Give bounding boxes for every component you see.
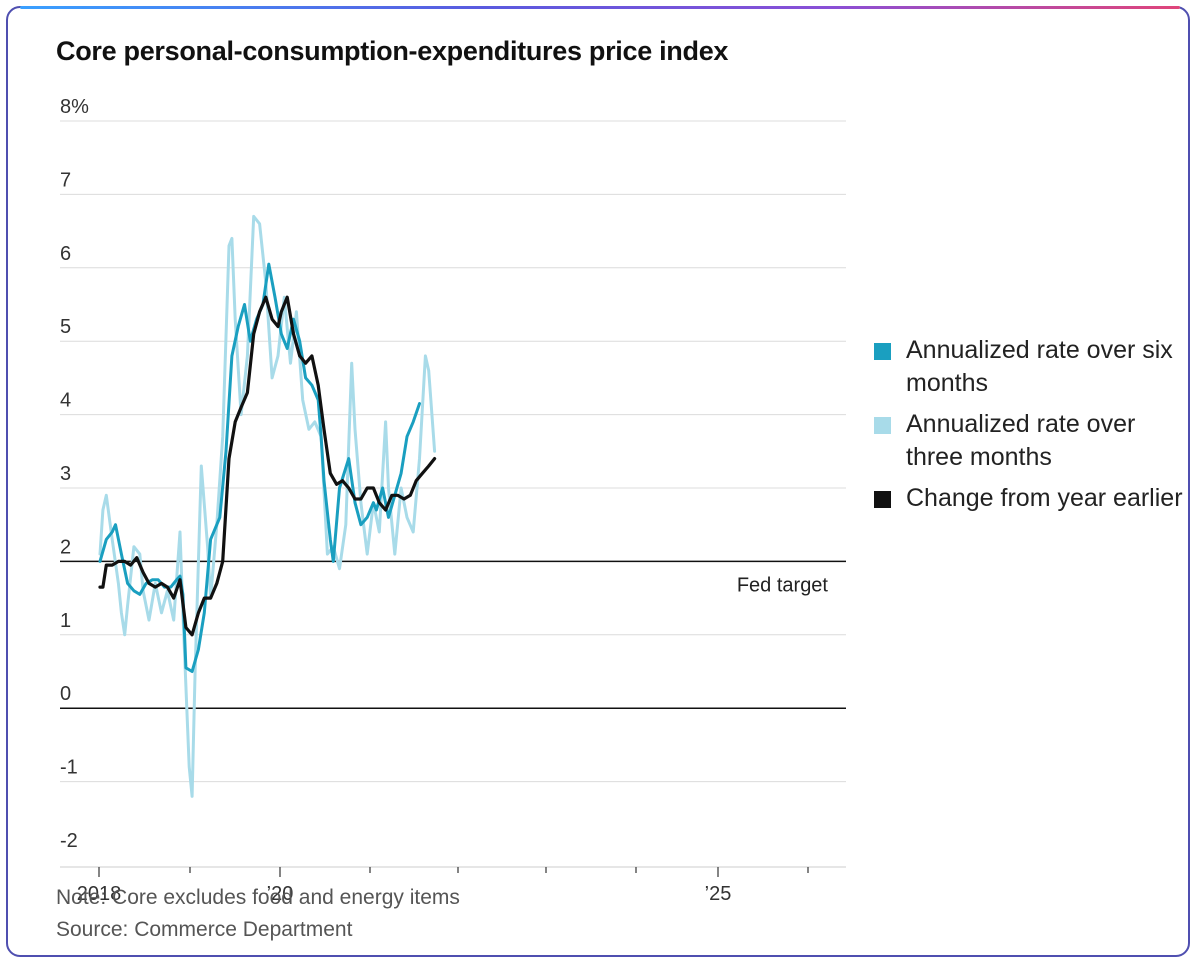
y-tick-label: 6 <box>60 243 71 265</box>
series-line-three-months <box>98 214 437 798</box>
chart-notes: Note: Core excludes food and energy item… <box>56 882 460 946</box>
chart-title: Core personal-consumption-expenditures p… <box>56 36 729 66</box>
y-tick-label: -1 <box>60 757 78 779</box>
y-tick-label: 7 <box>60 169 71 191</box>
legend: Annualized rate over six months Annualiz… <box>874 334 1194 523</box>
fed-target-label: Fed target <box>737 574 829 596</box>
y-tick-label: 8% <box>60 96 89 118</box>
series-layer <box>98 214 437 798</box>
x-tick-label: ’25 <box>705 883 732 905</box>
legend-item-year-earlier: Change from year earlier <box>874 482 1194 515</box>
legend-item-three-months: Annualized rate over three months <box>874 408 1194 474</box>
legend-item-six-months: Annualized rate over six months <box>874 334 1194 400</box>
y-tick-label: 5 <box>60 316 71 338</box>
series-line-year-earlier <box>98 295 437 637</box>
y-tick-label: 0 <box>60 683 71 705</box>
x-tick-label: 2018 <box>77 883 122 905</box>
source-text: Source: Commerce Department <box>56 918 353 941</box>
grid-layer <box>60 120 846 783</box>
x-tick-label: ’20 <box>267 883 294 905</box>
legend-label-three-months: Annualized rate over three months <box>906 410 1136 471</box>
y-tick-label: 4 <box>60 390 71 412</box>
legend-label-six-months: Annualized rate over six months <box>906 336 1173 397</box>
legend-swatch-year-earlier <box>874 491 891 508</box>
frame-accent <box>20 6 1180 9</box>
note-text: Note: Core excludes food and energy item… <box>56 886 460 909</box>
y-tick-label: -2 <box>60 830 78 852</box>
legend-swatch-six-months <box>874 343 891 360</box>
y-tick-label: 1 <box>60 610 71 632</box>
y-tick-label: 2 <box>60 536 71 558</box>
legend-label-year-earlier: Change from year earlier <box>906 484 1183 512</box>
y-tick-label: 3 <box>60 463 71 485</box>
legend-swatch-three-months <box>874 417 891 434</box>
axis-layer: 8% 7 6 5 4 3 2 1 0 -1 -2 Fed target 2018 ’20 ’25 <box>60 96 846 905</box>
